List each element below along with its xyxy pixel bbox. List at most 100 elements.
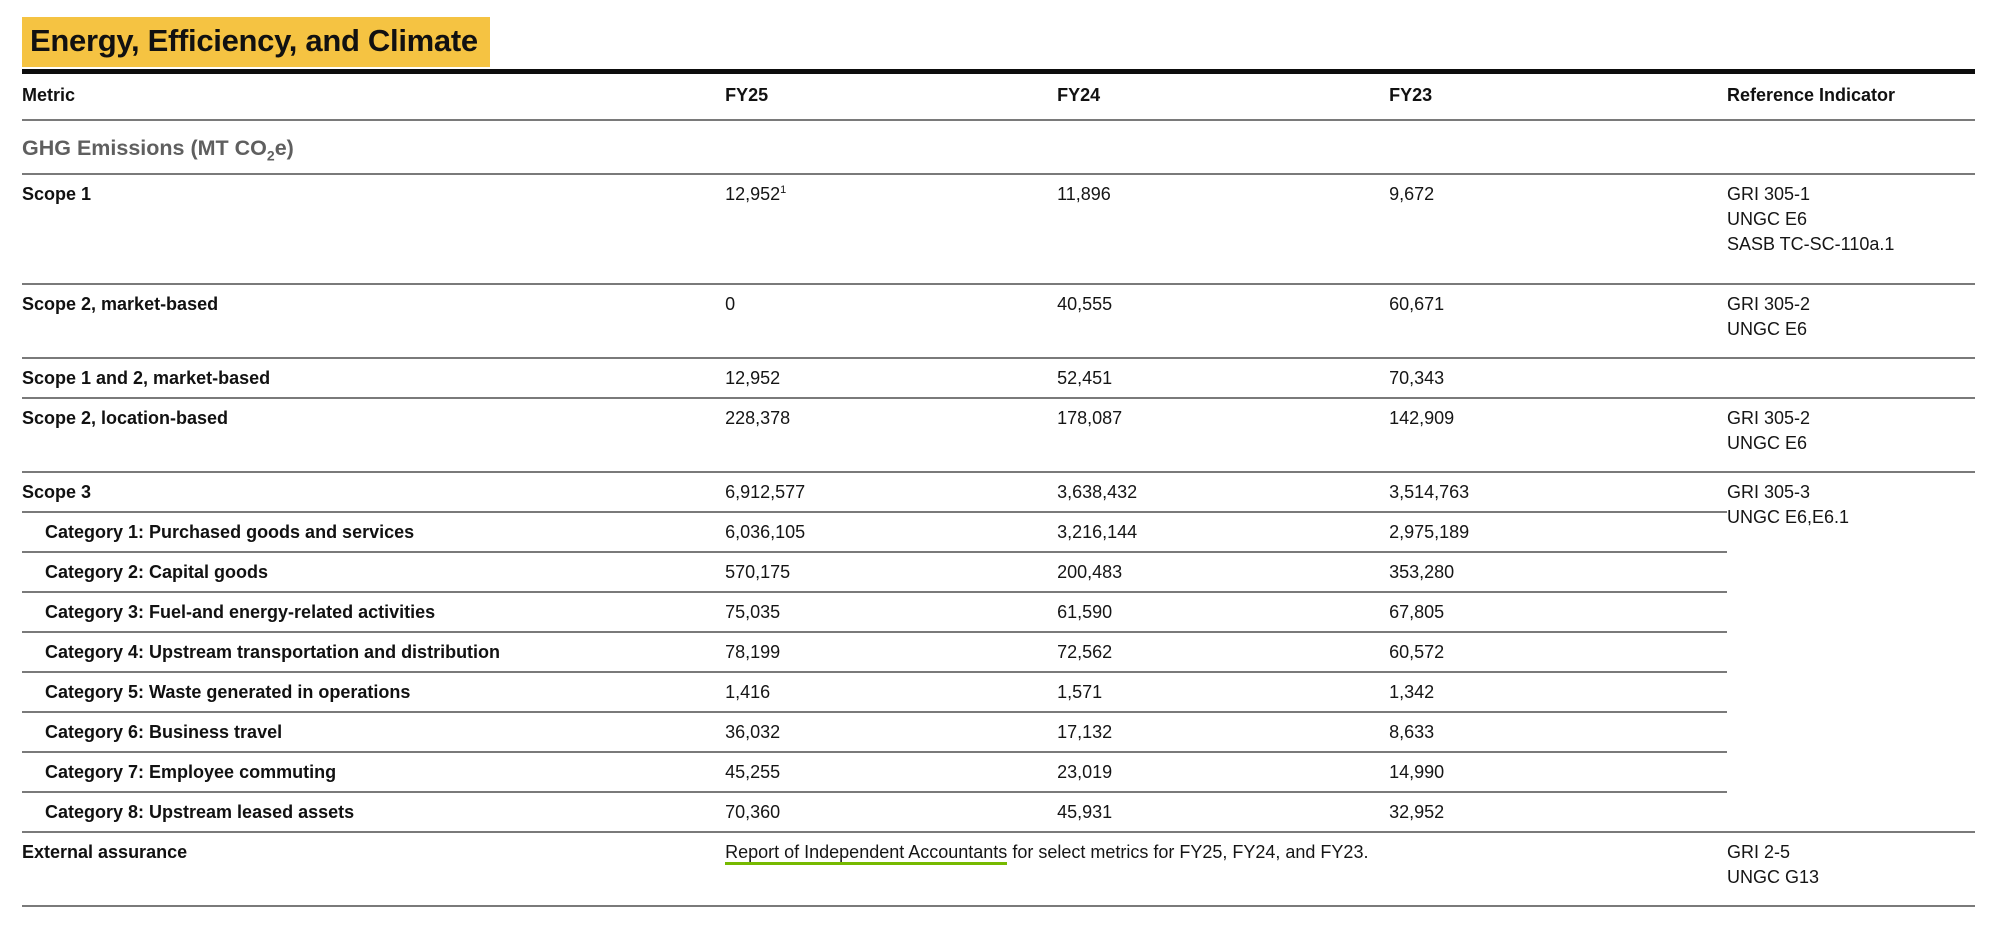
fy23-value: 353,280 [1389, 551, 1727, 593]
fy23-value: 142,909 [1389, 397, 1727, 473]
metric-label: Category 6: Business travel [22, 711, 726, 753]
table-header-row: Metric FY25 FY24 FY23 Reference Indicato… [22, 74, 1975, 122]
column-header-fy24: FY24 [1057, 74, 1390, 122]
table-row-category4: Category 4: Upstream transportation and … [22, 631, 1975, 673]
external-assurance-text: for select metrics for FY25, FY24, and F… [1007, 841, 1369, 862]
fy24-value: 40,555 [1057, 283, 1390, 359]
reference-indicator: UNGC E6 [1726, 432, 1807, 453]
footnote-marker: 1 [780, 183, 787, 196]
metric-label: Category 5: Waste generated in operation… [22, 671, 726, 713]
table-row-category1: Category 1: Purchased goods and services… [22, 511, 1975, 553]
table-row-category5: Category 5: Waste generated in operation… [22, 671, 1975, 713]
report-page: Energy, Efficiency, and Climate Metric F… [22, 17, 1975, 907]
metric-label: Category 4: Upstream transportation and … [22, 631, 726, 673]
table-row-scope2-location: Scope 2, location-based 228,378 178,087 … [22, 397, 1975, 473]
reference-indicators: GRI 305-2 UNGC E6 [1726, 397, 1975, 473]
fy24-value: 45,931 [1057, 791, 1390, 833]
reference-indicators-empty [1726, 357, 1975, 399]
fy24-value: 1,571 [1057, 671, 1390, 713]
fy24-value: 3,216,144 [1057, 511, 1390, 553]
section-header-text: GHG Emissions (MT CO [22, 136, 267, 161]
reference-indicators-scope3-block: GRI 305-3 UNGC E6,E6.1 [1726, 471, 1975, 833]
table-row-scope1and2-market: Scope 1 and 2, market-based 12,952 52,45… [22, 357, 1975, 399]
fy24-value: 17,132 [1057, 711, 1390, 753]
reference-indicator: GRI 305-2 [1726, 407, 1810, 428]
metric-label: Category 1: Purchased goods and services [22, 511, 726, 553]
reference-indicator: UNGC G13 [1726, 866, 1819, 887]
table-row-external-assurance: External assurance Report of Independent… [22, 831, 1975, 907]
reference-indicators: GRI 305-1 UNGC E6 SASB TC-SC-110a.1 [1726, 173, 1975, 285]
fy24-value: 72,562 [1057, 631, 1390, 673]
column-header-metric: Metric [22, 74, 726, 122]
fy23-value: 9,672 [1389, 173, 1727, 285]
fy25-value: 45,255 [725, 751, 1058, 793]
metric-label: Scope 2, market-based [22, 283, 726, 359]
fy25-number: 12,952 [725, 183, 781, 204]
reference-indicator: GRI 305-2 [1726, 293, 1810, 314]
metric-label: Category 8: Upstream leased assets [22, 791, 726, 833]
metric-label: Scope 3 [22, 471, 726, 513]
reference-indicator: UNGC E6,E6.1 [1726, 506, 1849, 527]
reference-indicator: GRI 305-3 [1726, 481, 1810, 502]
fy23-value: 60,572 [1389, 631, 1727, 673]
fy24-value: 200,483 [1057, 551, 1390, 593]
fy23-value: 14,990 [1389, 751, 1727, 793]
metric-label: Scope 1 and 2, market-based [22, 357, 726, 399]
table-row-scope1: Scope 1 12,9521 11,896 9,672 GRI 305-1 U… [22, 173, 1975, 285]
fy25-value: 570,175 [725, 551, 1058, 593]
fy24-value: 52,451 [1057, 357, 1390, 399]
reference-indicator: GRI 305-1 [1726, 183, 1810, 204]
metric-label: Category 7: Employee commuting [22, 751, 726, 793]
column-header-fy25: FY25 [725, 74, 1058, 122]
reference-indicators: GRI 2-5 UNGC G13 [1726, 831, 1975, 907]
table-row-category2: Category 2: Capital goods 570,175 200,48… [22, 551, 1975, 593]
fy25-value: 1,416 [725, 671, 1058, 713]
fy25-value: 75,035 [725, 591, 1058, 633]
fy25-value: 12,9521 [725, 173, 1058, 285]
fy25-value: 228,378 [725, 397, 1058, 473]
table-row-category6: Category 6: Business travel 36,032 17,13… [22, 711, 1975, 753]
fy25-value: 6,036,105 [725, 511, 1058, 553]
fy24-value: 3,638,432 [1057, 471, 1390, 513]
fy23-value: 2,975,189 [1389, 511, 1727, 553]
fy25-value: 6,912,577 [725, 471, 1058, 513]
reference-indicator: SASB TC-SC-110a.1 [1726, 233, 1895, 254]
fy23-value: 3,514,763 [1389, 471, 1727, 513]
fy24-value: 23,019 [1057, 751, 1390, 793]
metric-label: Scope 1 [22, 173, 726, 285]
external-assurance-statement: Report of Independent Accountants for se… [725, 831, 1727, 907]
co2-subscript: 2 [266, 147, 275, 164]
table-row-category8: Category 8: Upstream leased assets 70,36… [22, 791, 1975, 833]
table-row-scope3: Scope 3 6,912,577 3,638,432 3,514,763 GR… [22, 471, 1975, 833]
fy25-value: 70,360 [725, 791, 1058, 833]
page-title: Energy, Efficiency, and Climate [22, 17, 490, 68]
section-header-suffix: e) [274, 136, 294, 161]
fy24-value: 178,087 [1057, 397, 1390, 473]
table-row-scope2-market: Scope 2, market-based 0 40,555 60,671 GR… [22, 283, 1975, 359]
table-row-category7: Category 7: Employee commuting 45,255 23… [22, 751, 1975, 793]
fy23-value: 70,343 [1389, 357, 1727, 399]
reference-indicator: GRI 2-5 [1726, 841, 1790, 862]
reference-indicator: UNGC E6 [1726, 208, 1807, 229]
metric-label: Category 3: Fuel-and energy-related acti… [22, 591, 726, 633]
column-header-fy23: FY23 [1389, 74, 1727, 122]
fy25-value: 0 [725, 283, 1058, 359]
metric-label: Scope 2, location-based [22, 397, 726, 473]
report-of-independent-accountants-link[interactable]: Report of Independent Accountants [725, 841, 1008, 865]
fy23-value: 1,342 [1389, 671, 1727, 713]
fy23-value: 67,805 [1389, 591, 1727, 633]
table-row-category3: Category 3: Fuel-and energy-related acti… [22, 591, 1975, 633]
reference-indicators: GRI 305-2 UNGC E6 [1726, 283, 1975, 359]
fy24-value: 61,590 [1057, 591, 1390, 633]
fy23-value: 8,633 [1389, 711, 1727, 753]
fy24-value: 11,896 [1057, 173, 1390, 285]
section-header-row: GHG Emissions (MT CO2e) [22, 120, 1975, 175]
fy23-value: 32,952 [1389, 791, 1727, 833]
title-divider [22, 69, 1975, 75]
fy25-value: 12,952 [725, 357, 1058, 399]
column-header-reference: Reference Indicator [1726, 74, 1975, 122]
section-header-ghg-emissions: GHG Emissions (MT CO2e) [22, 120, 1975, 175]
metric-label: External assurance [22, 831, 726, 907]
fy23-value: 60,671 [1389, 283, 1727, 359]
metric-label: Category 2: Capital goods [22, 551, 726, 593]
